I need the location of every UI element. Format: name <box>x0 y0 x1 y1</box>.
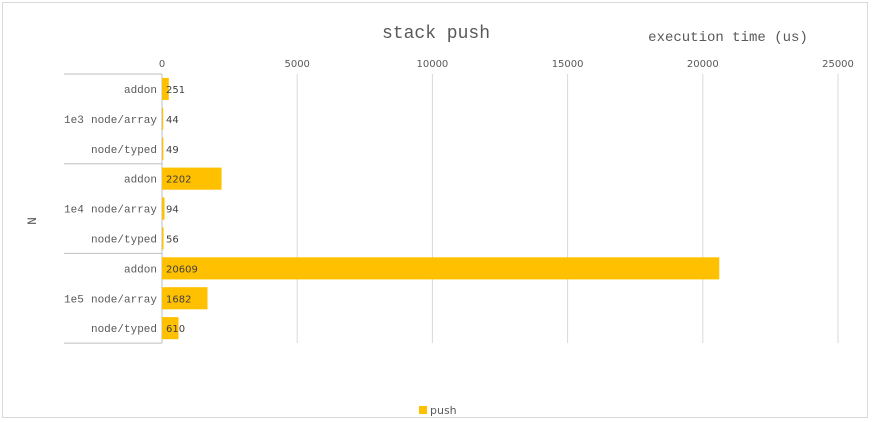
data-label: 2202 <box>166 175 191 186</box>
legend-swatch-push <box>419 406 427 414</box>
bar <box>162 257 720 280</box>
group-label: 1e5 <box>64 294 84 306</box>
category-label: addon <box>124 85 157 97</box>
category-label: node/array <box>91 115 157 127</box>
bar <box>162 317 179 340</box>
bar <box>162 227 164 250</box>
data-label: 610 <box>166 324 185 335</box>
y-axis-title: N <box>25 217 40 225</box>
x-tick-label: 10000 <box>416 59 448 70</box>
category-labels: addon node/array 1e3 node/typed addon node/ar… <box>64 85 157 336</box>
data-label: 1682 <box>166 294 191 305</box>
x-tick-label: 15000 <box>552 59 584 70</box>
data-label: 20609 <box>166 264 198 275</box>
x-tick-label: 20000 <box>687 59 719 70</box>
legend-label-push: push <box>430 404 457 417</box>
category-label: node/typed <box>91 234 157 246</box>
data-label: 56 <box>166 234 179 245</box>
category-label: node/typed <box>91 324 157 336</box>
x-axis-title: execution time (us) <box>648 30 808 46</box>
chart-frame <box>2 2 868 418</box>
category-label: addon <box>124 264 157 276</box>
x-tick-labels: 0 5000 10000 15000 20000 25000 <box>159 59 854 70</box>
bars: 251 44 49 2202 94 56 20609 1682 610 <box>162 77 720 340</box>
category-label: node/typed <box>91 145 157 157</box>
chart-title: stack push <box>382 24 490 44</box>
bar <box>162 197 165 220</box>
bar <box>162 77 169 101</box>
data-label: 49 <box>166 145 179 156</box>
x-tick-label: 25000 <box>822 59 854 70</box>
bar <box>162 167 222 190</box>
bar <box>162 107 164 130</box>
category-label: node/array <box>91 294 157 306</box>
x-tick-label: 5000 <box>284 59 309 70</box>
data-label: 251 <box>166 85 185 96</box>
group-label: 1e4 <box>64 205 84 217</box>
legend: push <box>419 404 457 417</box>
data-label: 94 <box>166 205 179 216</box>
group-label: 1e3 <box>64 115 84 127</box>
data-label: 44 <box>166 115 179 126</box>
x-tick-label: 0 <box>159 59 165 70</box>
bar <box>162 287 208 310</box>
category-label: addon <box>124 175 157 187</box>
bar <box>162 137 164 160</box>
category-label: node/array <box>91 205 157 217</box>
